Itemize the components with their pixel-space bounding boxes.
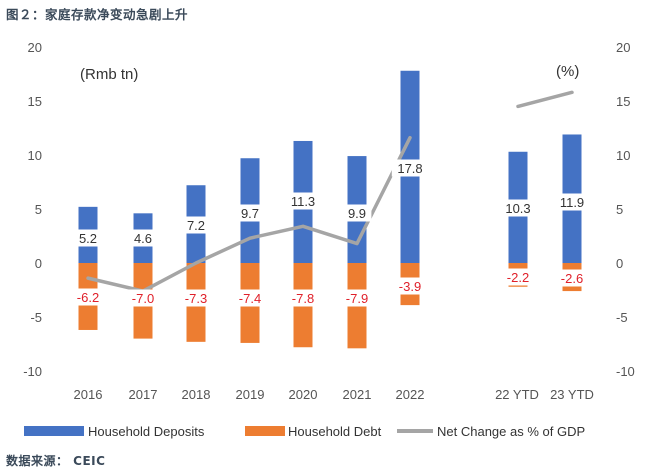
y-tick-label-left: 20: [28, 40, 42, 55]
data-label-deposits-box: [499, 199, 537, 217]
data-label-deposits: 17.8: [397, 161, 422, 176]
data-label-deposits-box: [235, 204, 265, 222]
x-tick-label: 2020: [289, 387, 318, 402]
y-tick-label-left: -5: [30, 310, 42, 325]
data-label-debt: -7.0: [132, 291, 154, 306]
data-label-deposits-box: [73, 229, 103, 247]
y-axis-left-unit: (Rmb tn): [80, 66, 138, 83]
data-label-debt: -7.9: [346, 291, 368, 306]
data-label-deposits: 7.2: [187, 218, 205, 233]
legend: Household Deposits Household Debt Net Ch…: [24, 424, 585, 439]
legend-label-deposits: Household Deposits: [88, 424, 205, 439]
data-label-debt: -2.2: [507, 270, 529, 285]
data-label-deposits-box: [391, 159, 429, 177]
data-labels: 5.2 -6.2 4.6 -7.0 7.2 -7.3 9.7 -7.4 11.3 -7.8 9.9 -…: [69, 159, 591, 307]
data-label-debt-box: [284, 289, 322, 307]
y-tick-label-right: 5: [616, 202, 623, 217]
data-label-debt-box: [553, 269, 591, 287]
data-label-deposits: 4.6: [134, 231, 152, 246]
legend-label-net-change: Net Change as % of GDP: [437, 424, 585, 439]
x-tick-label: 2022: [396, 387, 425, 402]
x-tick-label: 22 YTD: [495, 387, 539, 402]
y-tick-label-right: 20: [616, 40, 630, 55]
x-tick-label: 2017: [129, 387, 158, 402]
x-tick-label: 2019: [236, 387, 265, 402]
x-tick-label: 23 YTD: [550, 387, 594, 402]
data-label-debt: -6.2: [77, 290, 99, 305]
data-label-debt: -3.9: [399, 279, 421, 294]
data-label-deposits: 11.9: [560, 195, 584, 210]
data-label-deposits-box: [181, 216, 211, 234]
data-label-debt-box: [338, 289, 376, 307]
data-label-debt: -7.4: [239, 291, 261, 306]
legend-label-debt: Household Debt: [288, 424, 382, 439]
data-label-debt: -2.6: [561, 271, 583, 286]
data-label-deposits: 9.7: [241, 206, 259, 221]
data-label-debt: -7.8: [292, 291, 314, 306]
data-label-debt-box: [391, 277, 429, 295]
y-tick-label-right: 15: [616, 94, 630, 109]
line-series: [86, 90, 574, 293]
data-label-deposits-box: [342, 204, 372, 222]
y-tick-label-right: -5: [616, 310, 628, 325]
y-tick-label-right: 0: [616, 256, 623, 271]
data-label-debt-box: [69, 288, 107, 306]
data-label-debt: -7.3: [185, 291, 207, 306]
data-label-deposits-box: [284, 192, 322, 210]
data-label-deposits-box: [553, 193, 591, 211]
data-label-deposits: 10.3: [505, 201, 530, 216]
y-tick-label-left: -10: [23, 364, 42, 379]
y-axis-right: -10 -5 0 5 10 15 20: [616, 40, 635, 379]
legend-swatch-deposits: [24, 426, 84, 436]
data-label-debt-box: [499, 268, 537, 286]
y-tick-label-left: 15: [28, 94, 42, 109]
y-axis-right-unit: (%): [556, 63, 579, 80]
data-label-deposits-box: [128, 229, 158, 247]
y-tick-label-left: 0: [35, 256, 42, 271]
x-tick-label: 2021: [343, 387, 372, 402]
line-net-change: [516, 90, 574, 109]
figure-title: 图２：家庭存款净变动急剧上升: [6, 7, 189, 22]
y-axis-left: -10 -5 0 5 10 15 20: [23, 40, 42, 379]
x-axis: 2016 2017 2018 2019 2020 2021 2022 22 YTD 23 YTD: [74, 387, 594, 402]
data-label-debt-box: [231, 289, 269, 307]
y-tick-label-right: 10: [616, 148, 630, 163]
data-label-deposits: 11.3: [291, 194, 315, 209]
data-label-debt-box: [124, 289, 162, 307]
x-tick-label: 2016: [74, 387, 103, 402]
data-label-deposits: 5.2: [79, 231, 97, 246]
y-tick-label-left: 5: [35, 202, 42, 217]
legend-swatch-debt: [245, 426, 285, 436]
x-tick-label: 2018: [182, 387, 211, 402]
y-tick-label-left: 10: [28, 148, 42, 163]
data-label-debt-box: [177, 289, 215, 307]
data-label-deposits: 9.9: [348, 206, 366, 221]
y-tick-label-right: -10: [616, 364, 635, 379]
source-note: 数据来源： CEIC: [6, 454, 106, 468]
